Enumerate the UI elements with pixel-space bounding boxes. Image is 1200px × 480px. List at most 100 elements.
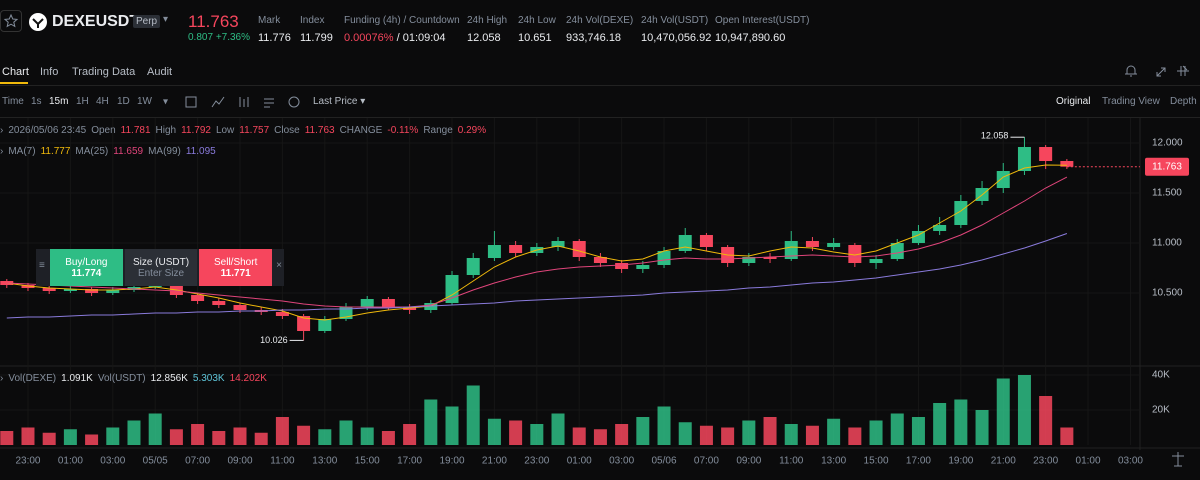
sell-label: Sell/Short xyxy=(214,256,258,268)
sell-price: 11.771 xyxy=(220,267,251,279)
candle-body xyxy=(657,251,671,265)
tab-underline xyxy=(0,82,28,84)
tab[interactable]: Chart xyxy=(2,66,29,78)
divider xyxy=(0,117,1200,118)
volume-bar xyxy=(827,418,841,445)
legend-value: 11.763 xyxy=(304,125,335,136)
tab[interactable]: Info xyxy=(40,66,59,78)
candle-body xyxy=(487,245,501,258)
indicator-icon[interactable] xyxy=(211,96,225,108)
vol-legend: › Vol(DEXE) 1.091K Vol(USDT) 12.856K 5.303K 14… xyxy=(0,373,267,384)
candle-body xyxy=(212,301,226,305)
sell-button[interactable]: Sell/Short 11.771 xyxy=(199,249,273,286)
interval[interactable]: 1D xyxy=(117,96,130,107)
vol-value: 1.091K xyxy=(61,373,93,384)
caret[interactable]: ▾ xyxy=(163,14,169,25)
interval[interactable]: 1W xyxy=(137,96,152,107)
candle-body xyxy=(572,241,586,257)
interval[interactable]: 4H xyxy=(96,96,109,107)
settings-icon[interactable] xyxy=(1177,65,1189,76)
view-option[interactable]: Depth xyxy=(1170,96,1197,107)
high-label: 12.058 xyxy=(981,131,1009,141)
tab[interactable]: Audit xyxy=(147,66,173,78)
x-tick-label: 01:00 xyxy=(567,456,592,467)
volume-bar xyxy=(254,432,268,445)
legend-value: -0.11% xyxy=(387,125,419,136)
volume-bar xyxy=(784,424,798,445)
tab[interactable]: Trading Data xyxy=(72,66,136,78)
price-type[interactable]: Last Price ▾ xyxy=(313,96,366,107)
volume-bar xyxy=(403,424,417,445)
view-option[interactable]: Original xyxy=(1056,96,1091,107)
volume-bar xyxy=(699,425,713,445)
candle-icon[interactable] xyxy=(239,97,249,107)
x-tick-label: 13:00 xyxy=(312,456,337,467)
candle-body xyxy=(85,289,99,293)
interval[interactable]: 1s xyxy=(31,96,42,107)
x-tick-label: 21:00 xyxy=(482,456,507,467)
candle-body xyxy=(805,241,819,247)
candle-body xyxy=(827,243,841,247)
calendar-icon[interactable] xyxy=(185,96,197,108)
volume-bar xyxy=(742,420,756,445)
caret[interactable]: ▾ xyxy=(163,97,168,108)
add-icon[interactable] xyxy=(288,96,300,108)
candle-body xyxy=(615,263,629,269)
stat-value: 11.799 xyxy=(300,32,333,44)
view-option[interactable]: Trading View xyxy=(1102,96,1160,107)
expand-icon[interactable] xyxy=(1156,67,1166,77)
close-button[interactable]: × xyxy=(276,260,282,271)
volume-bar xyxy=(933,403,947,445)
favorite-button[interactable] xyxy=(0,10,22,32)
candle-body xyxy=(360,299,374,307)
legend-value: 0.29% xyxy=(457,125,487,136)
arrow: › xyxy=(0,146,4,157)
volume-bar xyxy=(233,427,247,445)
candle-body xyxy=(63,289,77,291)
x-tick-label: 13:00 xyxy=(821,456,846,467)
price-type-label: Last Price xyxy=(313,96,358,107)
vol-ma-value: 14.202K xyxy=(229,373,267,384)
volume-bar xyxy=(848,427,862,445)
size-input[interactable]: Size (USDT) Enter Size xyxy=(124,249,198,286)
buy-button[interactable]: Buy/Long 11.774 xyxy=(50,249,123,286)
volume-bar xyxy=(615,424,629,445)
ma-value: 11.095 xyxy=(185,146,216,157)
candle-body xyxy=(551,241,565,247)
layout-icon[interactable] xyxy=(264,98,274,108)
drag-handle[interactable]: ≡ xyxy=(39,260,45,271)
vol-value: 12.856K xyxy=(150,373,188,384)
volume-bar xyxy=(148,413,162,445)
low-label: 10.026 xyxy=(260,335,288,345)
candle-body xyxy=(106,290,120,293)
candle-body xyxy=(699,235,713,247)
volume-bar xyxy=(572,427,586,445)
date: 2026/05/06 23:45 xyxy=(8,125,87,136)
volume-bar xyxy=(487,418,501,445)
legend-value: 11.757 xyxy=(239,125,270,136)
reset-icon[interactable] xyxy=(1172,452,1184,467)
stat-number: 933,746.18 xyxy=(566,32,622,44)
ma-line xyxy=(6,233,1068,319)
stat-value: 12.058 xyxy=(467,32,501,44)
symbol[interactable]: DEXEUSDT xyxy=(52,13,140,30)
interval[interactable]: 15m xyxy=(49,96,69,107)
volume-bar xyxy=(1060,427,1074,445)
bell-icon[interactable] xyxy=(1125,65,1137,77)
volume-bar xyxy=(678,422,692,445)
stat-label: Funding (4h) / Countdown xyxy=(344,15,460,26)
stat-number: 10.651 xyxy=(518,32,552,44)
volume-bar xyxy=(721,427,735,445)
interval[interactable]: 1H xyxy=(76,96,89,107)
x-tick-label: 19:00 xyxy=(948,456,973,467)
legend-value: 11.781 xyxy=(120,125,151,136)
stat-value: 933,746.18 xyxy=(566,32,621,44)
candle-body xyxy=(0,281,14,285)
last-price: 11.763 xyxy=(188,12,239,31)
legend-label: CHANGE xyxy=(339,125,383,136)
change-pct: +7.36% xyxy=(215,32,251,43)
stat-number: 11.799 xyxy=(300,32,333,44)
x-tick-label: 17:00 xyxy=(906,456,931,467)
